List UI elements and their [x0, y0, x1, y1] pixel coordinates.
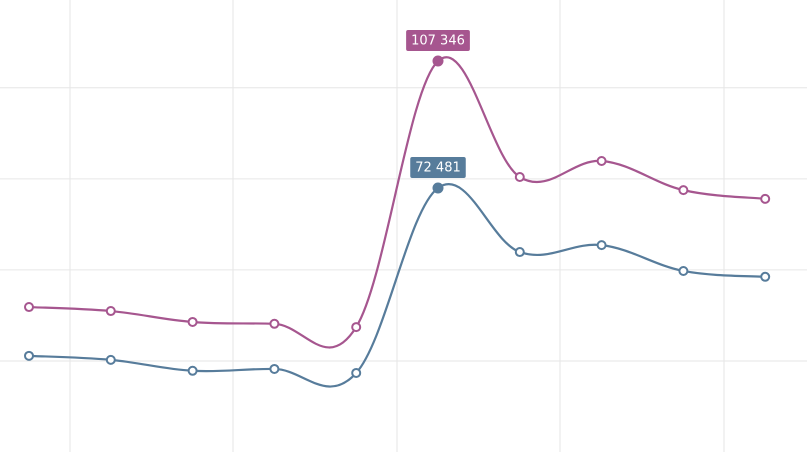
- data-point: [514, 247, 525, 258]
- data-point: [351, 367, 362, 378]
- data-point: [514, 172, 525, 183]
- data-point: [432, 55, 444, 67]
- data-point: [187, 365, 198, 376]
- series-line: [28, 56, 766, 349]
- data-point: [760, 193, 771, 204]
- data-point: [678, 265, 689, 276]
- data-label: 72 481: [410, 157, 466, 179]
- data-point: [187, 316, 198, 327]
- data-point: [596, 240, 607, 251]
- data-label-box: [406, 30, 470, 52]
- data-label-text: 72 481: [415, 161, 461, 176]
- data-point: [678, 185, 689, 196]
- data-point: [105, 354, 116, 365]
- series-line: [28, 183, 766, 388]
- data-point: [269, 318, 280, 329]
- data-point: [432, 182, 444, 194]
- data-point: [24, 302, 34, 313]
- data-point: [269, 363, 280, 374]
- data-label-text: 107 346: [411, 34, 465, 49]
- data-label-box: [410, 157, 466, 179]
- data-point: [596, 155, 607, 166]
- data-point: [24, 350, 34, 361]
- data-label: 107 346: [406, 30, 470, 52]
- data-point: [760, 271, 771, 282]
- data-point: [351, 322, 362, 333]
- vertical-grid: [69, 0, 725, 452]
- data-point: [105, 306, 116, 317]
